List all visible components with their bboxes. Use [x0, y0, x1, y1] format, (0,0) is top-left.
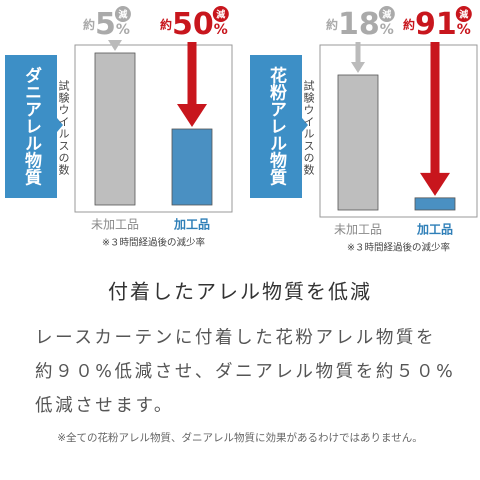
arrow-head	[108, 40, 122, 51]
category-label: 未加工品	[334, 223, 382, 237]
badge	[455, 6, 472, 22]
reduction-label: 約5%	[83, 7, 130, 42]
body-line: 約９０%低減させ、ダニアレル物質を約５０%	[35, 362, 455, 382]
reduction-unit: %	[116, 22, 130, 38]
chart-frame	[319, 44, 478, 218]
category-label: 加工品	[173, 217, 210, 232]
panel-label: 花粉アレル物質	[266, 65, 287, 186]
category-label: 未加工品	[91, 218, 139, 232]
reduction-value: 5	[95, 7, 116, 42]
arrow-head	[351, 62, 365, 73]
reduction-unit: %	[380, 22, 394, 38]
badge-text: 減	[382, 9, 391, 21]
badge-text: 減	[459, 9, 468, 21]
badge	[114, 6, 131, 22]
reduction-unit: %	[457, 22, 471, 38]
title: 付着したアレル物質を低減	[108, 280, 372, 304]
chart-note: ※３時間経過後の減少率	[102, 237, 205, 249]
chart-note: ※３時間経過後の減少率	[347, 242, 450, 254]
reduction-unit: %	[214, 22, 228, 38]
reduction-value: 50	[172, 7, 214, 42]
reduction-label: 約50%	[160, 7, 228, 42]
axis-label: 試験ウイルスの数	[302, 79, 315, 176]
badge-text: 減	[216, 9, 225, 21]
reduction-value: 18	[338, 7, 380, 42]
arrow-head	[177, 104, 207, 127]
bar	[414, 197, 456, 211]
label-box	[250, 55, 308, 198]
reduction-prefix: 約	[403, 17, 415, 32]
label-box	[5, 55, 63, 198]
body-line: 低減させます。	[35, 396, 174, 416]
arrow-head	[420, 172, 450, 196]
axis-label: 試験ウイルスの数	[57, 79, 70, 176]
badge-text: 減	[118, 9, 127, 21]
reduction-label: 約18%	[326, 7, 394, 42]
chart-frame	[74, 44, 233, 213]
reduction-value: 91	[415, 7, 457, 42]
bar	[337, 74, 379, 211]
badge	[212, 6, 229, 22]
footnote: ※全ての花粉アレル物質、ダニアレル物質に効果があるわけではありません。	[57, 431, 422, 444]
badge	[378, 6, 395, 22]
bar	[94, 52, 136, 206]
reduction-prefix: 約	[160, 17, 172, 32]
reduction-label: 約91%	[403, 7, 471, 42]
reduction-prefix: 約	[326, 17, 338, 32]
category-label: 加工品	[416, 222, 453, 237]
body-line: レースカーテンに付着した花粉アレル物質を	[35, 328, 436, 348]
reduction-prefix: 約	[83, 17, 95, 32]
panel-label: ダニアレル物質	[21, 65, 42, 186]
bar	[171, 128, 213, 206]
